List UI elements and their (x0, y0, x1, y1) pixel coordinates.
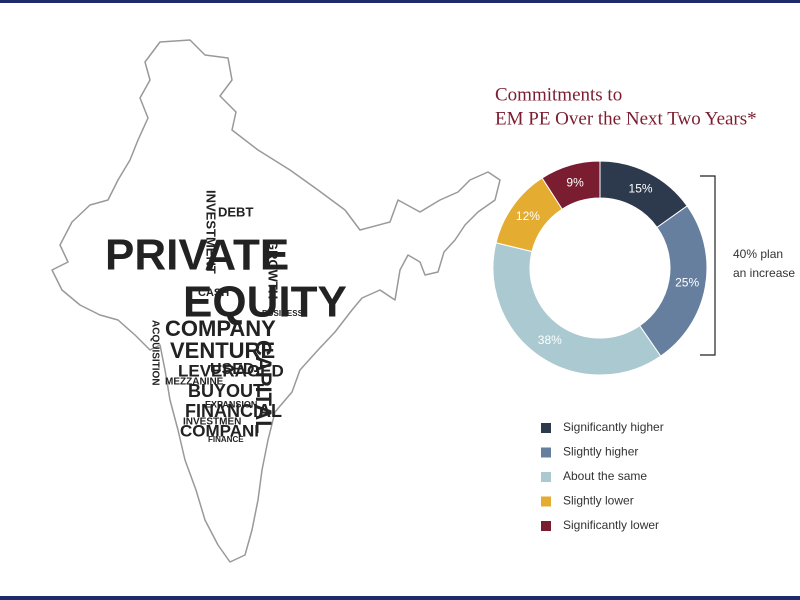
legend-swatch (541, 423, 551, 433)
slice (492, 242, 662, 376)
word: FINANCIAL (185, 401, 282, 421)
legend-swatch (541, 472, 551, 482)
slice-label: 12% (516, 209, 540, 223)
word-cloud: PRIVATEEQUITYCOMPANYVENTURECAPITALLEVERA… (105, 190, 347, 444)
legend-label: Slightly lower (563, 494, 634, 508)
word: VENTURE (170, 338, 275, 363)
word: COMPANI (180, 421, 259, 440)
legend-swatch (541, 521, 551, 531)
word: COMPANY (165, 316, 276, 341)
chart-title: EM PE Over the Next Two Years* (495, 108, 757, 129)
legend-swatch (541, 496, 551, 507)
word: EQUITY (183, 278, 347, 327)
word: DEBT (218, 204, 253, 219)
word: PRIVATE (105, 231, 289, 280)
slice-label: 15% (629, 182, 653, 196)
annotation: an increase (733, 266, 795, 280)
slice-label: 38% (538, 333, 562, 347)
word: CASH (198, 287, 229, 299)
india-map (51, 39, 501, 563)
word: BUSINESS (262, 309, 304, 318)
word: CAPITAL (251, 340, 276, 434)
legend-label: About the same (563, 469, 647, 483)
legend-label: Slightly higher (563, 445, 638, 459)
word: ACQUISITION (149, 320, 160, 386)
word: LEVERAGED (178, 361, 284, 380)
donut: 15% 25% 38% 12% 9% (492, 160, 708, 376)
annotation: 40% plan (733, 247, 783, 261)
legend-label: Significantly lower (563, 518, 659, 532)
chart-title: Commitments to (495, 84, 622, 105)
word: MEZZANINE (165, 377, 224, 388)
slice (541, 160, 601, 210)
legend: Significantly higher Slightly higher About… (541, 420, 664, 532)
word: INVESTMEN (183, 417, 241, 428)
word: GROWTH (266, 240, 281, 299)
word: INVESTMENT (204, 190, 219, 274)
bottom-border (0, 596, 800, 600)
word: EXPANSION (205, 399, 257, 409)
word: FINANCE (208, 435, 244, 444)
legend-label: Significantly higher (563, 420, 664, 434)
top-border (0, 0, 800, 3)
slice-label: 25% (675, 276, 699, 290)
bracket (700, 175, 716, 356)
legend-swatch (541, 447, 551, 458)
word: USED (210, 361, 254, 378)
slice-label: 9% (566, 175, 584, 189)
word: BUYOUT (188, 381, 264, 401)
